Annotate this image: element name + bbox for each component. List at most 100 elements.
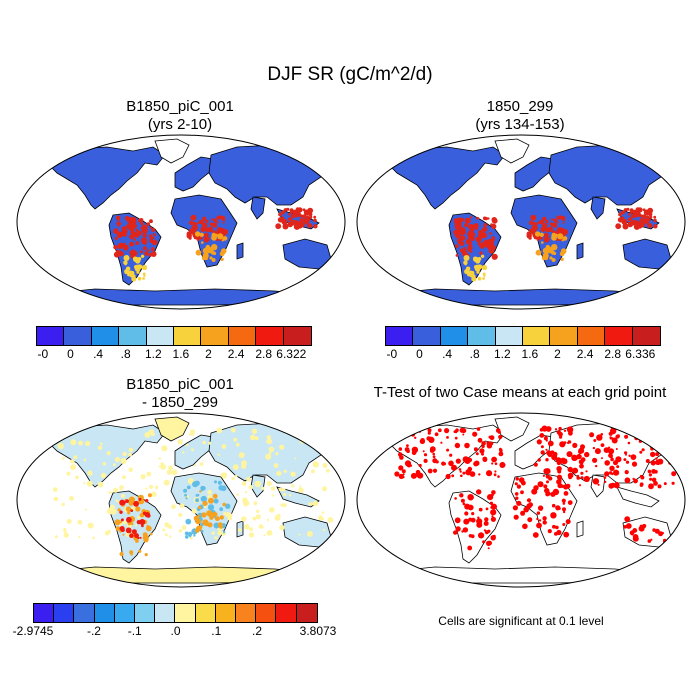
map-cell bbox=[624, 477, 631, 484]
map-cell bbox=[533, 462, 538, 467]
map-cell bbox=[414, 436, 417, 439]
map-cell bbox=[609, 465, 615, 471]
map-cell bbox=[470, 216, 473, 219]
map-cell bbox=[544, 468, 551, 475]
map-cell bbox=[113, 487, 119, 493]
map-cell bbox=[403, 431, 407, 435]
map-cell bbox=[200, 488, 204, 492]
map-cell bbox=[138, 549, 142, 553]
map-cell bbox=[437, 428, 442, 433]
map-cell bbox=[475, 452, 479, 456]
map-cell bbox=[536, 517, 539, 521]
map-cell bbox=[557, 221, 559, 224]
map-cell bbox=[299, 485, 302, 488]
cb1-tick-label: 2 bbox=[205, 347, 212, 361]
panel4-note: Cells are significant at 0.1 level bbox=[438, 614, 604, 628]
map-cell bbox=[128, 452, 132, 457]
map-cell bbox=[398, 465, 404, 471]
map-cell bbox=[632, 477, 635, 481]
map-cell bbox=[104, 531, 110, 536]
map-cell bbox=[469, 272, 475, 278]
map-cell bbox=[648, 427, 654, 434]
map-cell bbox=[201, 512, 207, 518]
map-cell bbox=[645, 211, 650, 216]
map-cell bbox=[639, 214, 643, 218]
map-cell bbox=[552, 524, 556, 529]
map-cell bbox=[313, 215, 317, 219]
map-cell bbox=[477, 516, 480, 519]
map-cell bbox=[545, 439, 548, 442]
map-cell bbox=[609, 436, 612, 439]
map-cell bbox=[195, 494, 199, 497]
map-cell bbox=[189, 220, 194, 225]
cb1-swatch-8 bbox=[256, 327, 284, 345]
map-cell bbox=[634, 223, 640, 229]
map-cell bbox=[119, 485, 124, 491]
map-cell bbox=[563, 441, 567, 444]
map-cell bbox=[302, 214, 307, 219]
map-cell bbox=[651, 469, 656, 474]
map-cell bbox=[623, 208, 628, 212]
map-cell bbox=[480, 242, 485, 247]
cb3-tick-label: -2.9745 bbox=[12, 624, 54, 638]
map-cell bbox=[490, 535, 496, 541]
map-cell bbox=[644, 220, 647, 223]
map-cell bbox=[66, 518, 72, 524]
panel1-colorbar bbox=[36, 326, 312, 346]
cb3-tick-label: -.2 bbox=[86, 624, 101, 638]
map-cell bbox=[642, 523, 647, 529]
map-cell bbox=[150, 251, 157, 257]
map-cell bbox=[534, 231, 541, 237]
map-cell bbox=[498, 434, 503, 440]
map-cell bbox=[201, 222, 208, 229]
map-cell bbox=[200, 495, 207, 502]
map-cell bbox=[560, 257, 564, 261]
map-cell bbox=[87, 522, 94, 529]
map-cell bbox=[462, 471, 466, 475]
continent-madagascar bbox=[576, 242, 584, 260]
map-cell bbox=[166, 469, 173, 475]
map-cell bbox=[283, 469, 287, 473]
map-cell bbox=[578, 484, 581, 487]
map-cell bbox=[83, 458, 87, 462]
map-cell bbox=[127, 523, 131, 526]
map-cell bbox=[283, 221, 287, 225]
map-cell bbox=[594, 448, 601, 455]
map-cell bbox=[632, 528, 638, 533]
map-cell bbox=[631, 461, 638, 467]
map-cell bbox=[331, 443, 335, 447]
map-cell bbox=[150, 247, 155, 251]
map-cell bbox=[287, 217, 293, 222]
map-cell bbox=[557, 233, 564, 240]
map-cell bbox=[214, 516, 220, 522]
map-cell bbox=[555, 505, 561, 511]
map-cell bbox=[250, 434, 256, 441]
map-cell bbox=[143, 534, 147, 539]
map-cell bbox=[562, 459, 567, 464]
map-cell bbox=[123, 242, 126, 246]
cb1-tick-label: 2.8 bbox=[255, 347, 273, 361]
map-cell bbox=[584, 451, 590, 458]
map-cell bbox=[194, 464, 197, 467]
map-cell bbox=[106, 451, 111, 456]
continent-namerica bbox=[48, 146, 166, 210]
map-cell bbox=[462, 228, 466, 231]
map-cell bbox=[326, 468, 330, 473]
map-cell bbox=[565, 519, 571, 525]
map-cell bbox=[455, 458, 461, 464]
map-cell bbox=[87, 470, 93, 476]
map-cell bbox=[556, 460, 561, 466]
cb2-swatch-4 bbox=[495, 327, 523, 345]
cb3-swatch-0 bbox=[34, 604, 55, 622]
cb2-tick-label: 1.2 bbox=[493, 347, 511, 361]
map-cell bbox=[83, 481, 86, 485]
map-cell bbox=[404, 447, 410, 452]
map-cell bbox=[261, 526, 264, 529]
map-cell bbox=[518, 477, 525, 483]
cb2-swatch-1 bbox=[413, 327, 441, 345]
map-cell bbox=[288, 430, 291, 433]
map-cell bbox=[244, 524, 250, 530]
map-cell bbox=[198, 525, 203, 530]
map-cell bbox=[162, 430, 166, 434]
map-cell bbox=[543, 236, 550, 242]
